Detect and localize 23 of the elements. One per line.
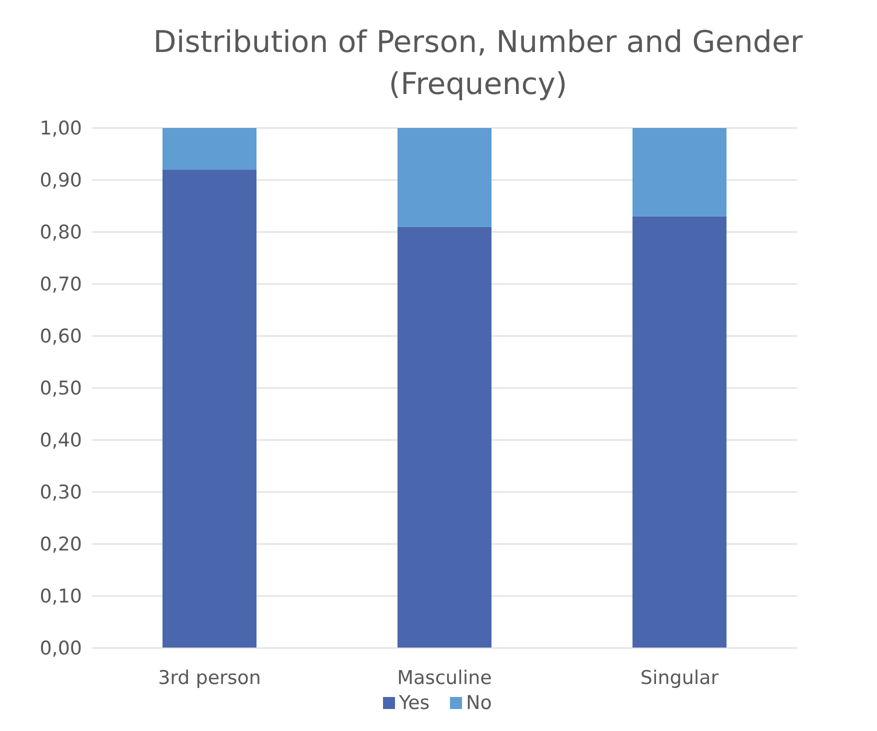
x-tick-label: Singular [640, 667, 719, 689]
x-tick-label: Masculine [397, 667, 492, 689]
y-tick-label: 0,50 [40, 378, 82, 400]
legend-label: Yes [398, 692, 430, 714]
bar [632, 216, 726, 648]
y-tick-label: 0,90 [40, 170, 82, 192]
legend-label: No [466, 692, 492, 714]
y-tick-label: 0,00 [40, 638, 82, 660]
y-tick-label: 0,10 [40, 586, 82, 608]
y-tick-label: 0,80 [40, 222, 82, 244]
bar [632, 128, 726, 216]
y-tick-label: 1,00 [40, 118, 82, 140]
chart-title: Distribution of Person, Number and Gender (Frequency) [153, 25, 804, 102]
bar [162, 170, 256, 648]
y-tick-label: 0,60 [40, 326, 82, 348]
y-tick-label: 0,30 [40, 482, 82, 504]
x-tick-label: 3rd person [158, 667, 261, 689]
y-tick-label: 0,70 [40, 274, 82, 296]
bar [398, 128, 492, 227]
bar [162, 128, 256, 170]
y-tick-label: 0,20 [40, 534, 82, 556]
bar [398, 226, 492, 648]
y-tick-label: 0,40 [40, 430, 82, 452]
